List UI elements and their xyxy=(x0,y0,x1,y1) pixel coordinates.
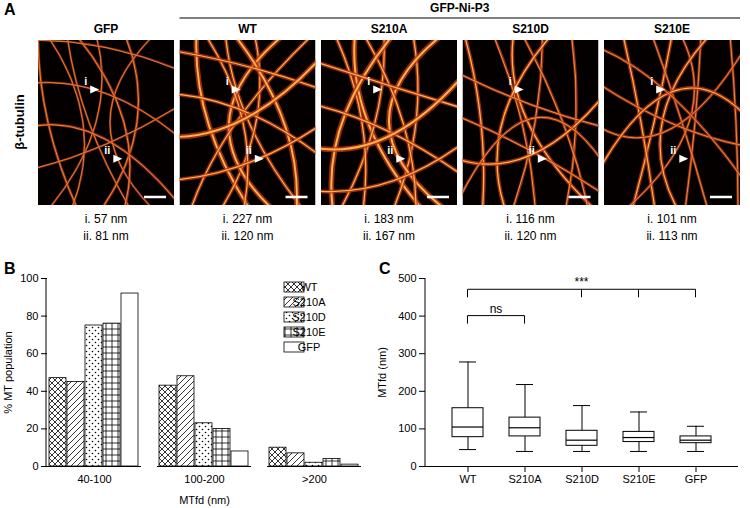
svg-text:MTfd (nm): MTfd (nm) xyxy=(376,347,388,398)
svg-text:80: 80 xyxy=(26,310,38,322)
svg-text:ii. 120 nm: ii. 120 nm xyxy=(221,229,273,243)
svg-text:S210E: S210E xyxy=(292,326,325,338)
svg-text:***: *** xyxy=(574,275,588,289)
svg-text:100: 100 xyxy=(398,422,416,434)
svg-text:S210D: S210D xyxy=(512,22,549,36)
svg-text:i: i xyxy=(226,75,229,87)
svg-text:S210A: S210A xyxy=(371,22,408,36)
svg-text:ii: ii xyxy=(246,144,252,156)
svg-text:S210E: S210E xyxy=(654,22,690,36)
svg-text:A: A xyxy=(4,1,16,18)
svg-text:i: i xyxy=(509,75,512,87)
svg-text:WT: WT xyxy=(300,281,317,293)
svg-text:20: 20 xyxy=(26,422,38,434)
svg-text:WT: WT xyxy=(459,473,476,485)
svg-text:i: i xyxy=(367,75,370,87)
svg-text:ii. 81 nm: ii. 81 nm xyxy=(83,229,128,243)
svg-text:100-200: 100-200 xyxy=(184,473,224,485)
svg-text:S210E: S210E xyxy=(622,473,655,485)
svg-text:40: 40 xyxy=(26,385,38,397)
svg-text:i: i xyxy=(650,75,653,87)
html-text:B: B xyxy=(4,260,16,277)
html-text:C: C xyxy=(379,260,391,277)
svg-text:100: 100 xyxy=(20,272,38,284)
svg-text:S210D: S210D xyxy=(292,311,326,323)
svg-text:GFP-Ni-P3: GFP-Ni-P3 xyxy=(430,1,490,15)
svg-text:500: 500 xyxy=(398,272,416,284)
svg-text:GFP: GFP xyxy=(685,473,708,485)
svg-text:ns: ns xyxy=(490,302,503,316)
svg-text:60: 60 xyxy=(26,347,38,359)
svg-text:ii: ii xyxy=(670,144,676,156)
svg-text:% MT population: % MT population xyxy=(2,331,14,413)
svg-text:i. 57 nm: i. 57 nm xyxy=(85,212,128,226)
svg-text:WT: WT xyxy=(238,22,257,36)
svg-text:ii: ii xyxy=(529,144,535,156)
svg-text:ii. 113 nm: ii. 113 nm xyxy=(646,229,697,243)
svg-text:i. 183 nm: i. 183 nm xyxy=(364,212,413,226)
svg-text:GFP: GFP xyxy=(94,22,119,36)
svg-text:ii. 120 nm: ii. 120 nm xyxy=(504,229,556,243)
svg-text:S210D: S210D xyxy=(565,473,599,485)
svg-text:0: 0 xyxy=(410,460,416,472)
svg-text:0: 0 xyxy=(32,460,38,472)
svg-text:S210A: S210A xyxy=(508,473,542,485)
svg-text:40-100: 40-100 xyxy=(77,473,111,485)
svg-text:S210A: S210A xyxy=(292,296,326,308)
svg-text:i. 116 nm: i. 116 nm xyxy=(506,212,554,226)
svg-text:400: 400 xyxy=(398,310,416,322)
svg-text:GFP: GFP xyxy=(298,341,321,353)
svg-text:i: i xyxy=(84,75,87,87)
svg-text:MTfd (nm): MTfd (nm) xyxy=(179,494,230,506)
svg-text:β-tubulin: β-tubulin xyxy=(12,94,27,150)
svg-text:ii: ii xyxy=(104,144,110,156)
svg-text:200: 200 xyxy=(398,385,416,397)
svg-text:ii. 167 nm: ii. 167 nm xyxy=(363,229,415,243)
svg-text:i. 227 nm: i. 227 nm xyxy=(223,212,272,226)
svg-text:ii: ii xyxy=(387,144,393,156)
svg-text:i. 101 nm: i. 101 nm xyxy=(647,212,696,226)
svg-text:300: 300 xyxy=(398,347,416,359)
svg-text:>200: >200 xyxy=(302,473,327,485)
